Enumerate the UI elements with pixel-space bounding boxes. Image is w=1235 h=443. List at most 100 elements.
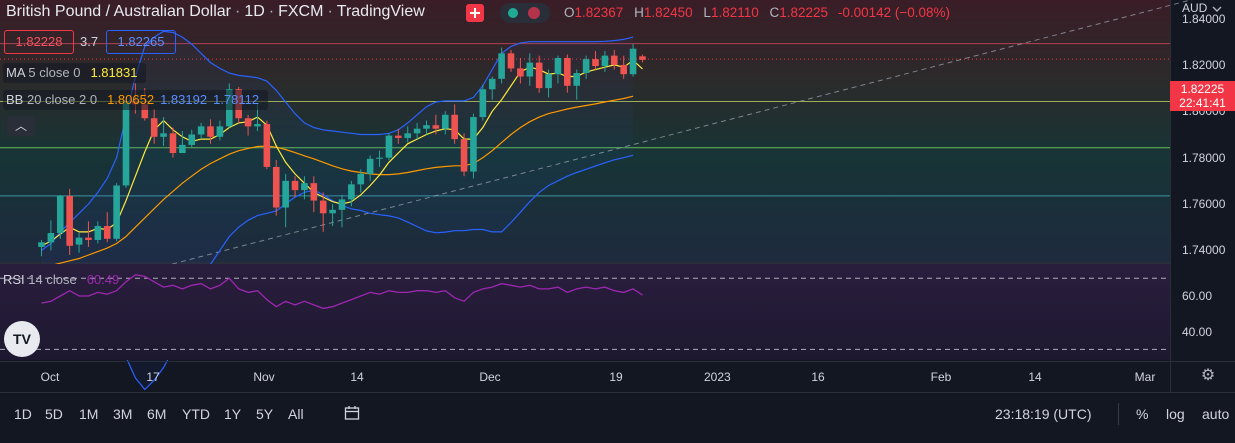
gear-icon[interactable]: ⚙	[1200, 367, 1216, 384]
candle-body	[197, 126, 205, 135]
bb-legend[interactable]: BB 20 close 2 0 1.80652 1.83192 1.78112	[3, 90, 269, 110]
range-button-5d[interactable]: 5D	[45, 406, 63, 422]
candle	[610, 49, 618, 70]
candle	[160, 117, 167, 147]
source-label: TradingView	[336, 3, 425, 20]
candle	[545, 69, 552, 98]
log-scale-button[interactable]: log	[1166, 406, 1185, 422]
candle	[150, 108, 158, 144]
ma-legend[interactable]: MA 5 close 0 1.81831	[3, 63, 147, 83]
candle-body	[319, 200, 327, 214]
utc-clock[interactable]: 23:18:19 (UTC)	[995, 406, 1092, 422]
range-button-6m[interactable]: 6M	[147, 406, 167, 422]
ma-value: 1.81831	[90, 65, 138, 80]
rsi-pane[interactable]	[0, 264, 1170, 360]
candle	[385, 133, 393, 160]
candle-body	[498, 53, 505, 79]
bb-lower-value: 1.78112	[213, 92, 260, 107]
candle	[395, 128, 402, 144]
candle	[301, 176, 308, 200]
trend-line	[41, 0, 1193, 299]
candle	[113, 183, 120, 242]
candle	[526, 53, 534, 86]
candle-body	[301, 183, 308, 191]
candle	[216, 120, 224, 141]
candle	[197, 122, 205, 140]
rsi-legend[interactable]: RSI 14 close 60.49	[3, 272, 120, 287]
time-tick-label: 17	[146, 370, 160, 384]
candle-body	[85, 237, 92, 240]
candle	[535, 55, 543, 93]
bb-upper-value: 1.83192	[160, 92, 208, 107]
candle	[366, 155, 374, 181]
last-price-label: 1.82225 22:41:41	[1170, 81, 1235, 111]
chart-canvas[interactable]	[0, 0, 1235, 392]
candle	[263, 120, 271, 170]
bar-countdown: 22:41:41	[1179, 96, 1226, 110]
currency-label[interactable]: AUD	[1182, 1, 1208, 15]
collapse-legend-button[interactable]: ︿	[7, 116, 35, 136]
rsi-tick-label: 60.00	[1182, 289, 1213, 303]
candle-body	[432, 125, 440, 129]
candle-body	[526, 62, 534, 77]
candle	[94, 221, 102, 244]
add-symbol-icon[interactable]	[466, 4, 484, 22]
sell-button[interactable]: 1.82228	[4, 30, 74, 54]
range-button-all[interactable]: All	[288, 406, 304, 422]
candle	[75, 233, 83, 253]
candle-body	[610, 55, 618, 65]
market-status-toggle[interactable]	[500, 3, 550, 23]
range-button-5y[interactable]: 5Y	[256, 406, 274, 422]
candle	[404, 126, 412, 143]
symbol-title[interactable]: British Pound / Australian Dollar · 1D · FXC…	[6, 3, 425, 20]
candle	[376, 150, 383, 167]
candle	[272, 159, 280, 216]
candle	[479, 84, 487, 121]
price-tick-label: 1.74000	[1182, 243, 1226, 258]
range-button-1m[interactable]: 1M	[79, 406, 99, 422]
candle	[47, 220, 55, 251]
close-value: 1.82225	[779, 5, 829, 20]
buy-button[interactable]: 1.82265	[106, 30, 176, 54]
change-value: -0.00142 (−0.08%)	[837, 5, 951, 20]
auto-scale-button[interactable]: auto	[1202, 406, 1230, 422]
candle-body	[188, 134, 196, 145]
candle-body	[488, 78, 496, 90]
chevron-down-icon[interactable]	[1212, 5, 1222, 13]
candle	[620, 55, 627, 79]
candle-body	[216, 126, 224, 137]
candle-body	[479, 89, 487, 118]
candle-body	[282, 180, 289, 208]
candle	[441, 111, 449, 135]
candle	[169, 127, 177, 158]
tradingview-logo[interactable]: TV	[4, 321, 40, 357]
candle	[507, 49, 515, 72]
candle	[188, 129, 196, 148]
candle	[413, 122, 421, 140]
percent-scale-button[interactable]: %	[1136, 406, 1149, 422]
range-button-1y[interactable]: 1Y	[224, 406, 242, 422]
candle	[179, 131, 186, 154]
time-tick-label: 14	[350, 370, 364, 384]
candle-body	[113, 185, 120, 239]
candle-body	[592, 59, 599, 67]
candles[interactable]	[38, 44, 646, 257]
axes	[0, 0, 1235, 392]
time-tick-label: 2023	[704, 370, 731, 384]
calendar-icon[interactable]	[344, 405, 360, 421]
candle-body	[451, 114, 458, 140]
candle	[38, 239, 45, 257]
range-button-ytd[interactable]: YTD	[182, 406, 210, 422]
time-tick-label: 19	[609, 370, 623, 384]
candle-body	[348, 184, 355, 200]
range-button-1d[interactable]: 1D	[14, 406, 32, 422]
candle	[282, 173, 289, 228]
candle-body	[94, 226, 102, 240]
range-button-3m[interactable]: 3M	[113, 406, 133, 422]
candle-body	[122, 102, 130, 186]
candle	[460, 133, 468, 177]
candle-body	[272, 166, 280, 208]
spread-value: 3.7	[80, 34, 99, 49]
candle-body	[141, 104, 149, 119]
symbol-name: British Pound / Australian Dollar	[6, 3, 231, 20]
